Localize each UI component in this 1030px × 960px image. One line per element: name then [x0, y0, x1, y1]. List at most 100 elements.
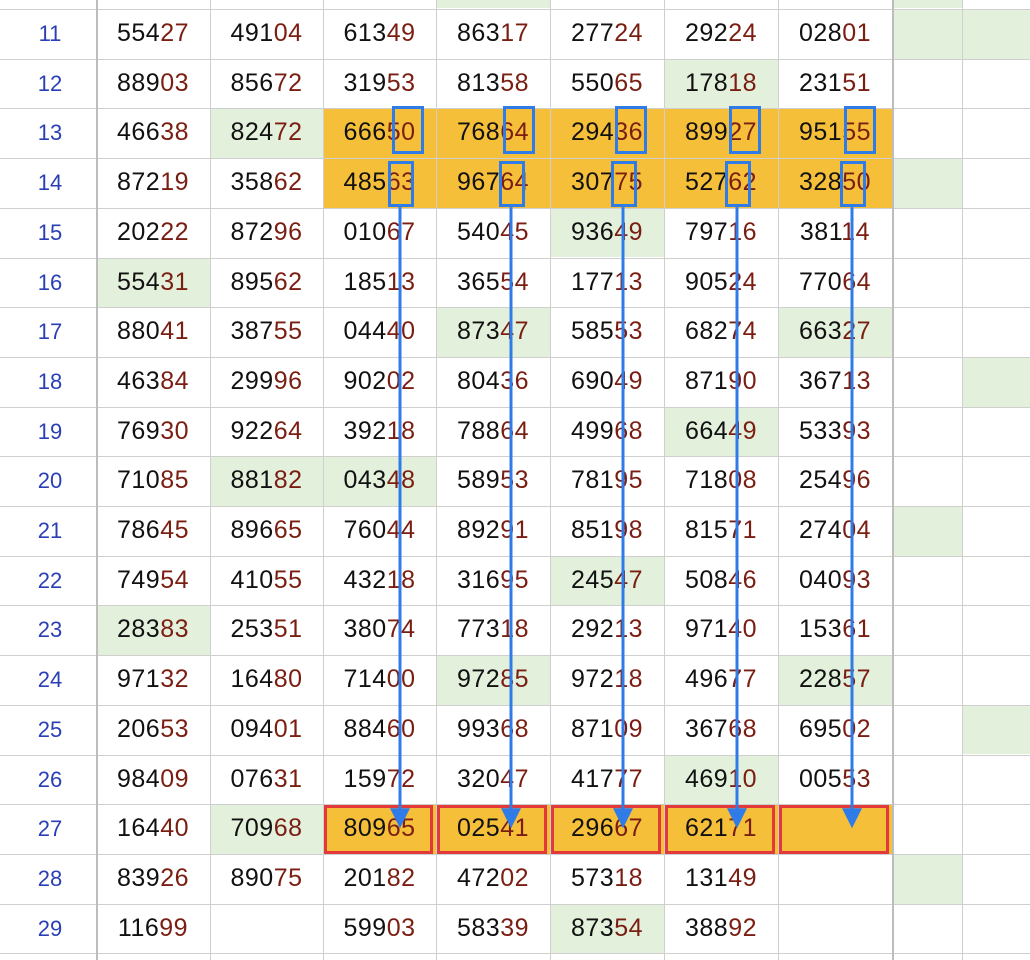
tail-digits: 67 — [386, 217, 416, 246]
tail-digits: 84 — [160, 366, 190, 395]
head-digits: 550 — [570, 68, 615, 97]
column-divider — [210, 0, 211, 960]
head-digits: 889 — [116, 68, 161, 97]
row-number: 21 — [37, 518, 63, 543]
highlight-cell — [437, 0, 550, 8]
head-digits: 094 — [230, 714, 274, 743]
head-digits: 554 — [116, 19, 161, 47]
number-cell: 68274 — [664, 307, 778, 356]
number-cell: 04093 — [778, 556, 892, 605]
number-cell: 78195 — [550, 456, 664, 505]
tail-digits: 96 — [273, 366, 303, 395]
head-digits: 010 — [343, 217, 387, 246]
number-cell: 78645 — [96, 506, 210, 555]
number-cell: 39218 — [323, 407, 436, 456]
highlight-cell — [893, 0, 962, 8]
gold-cell — [324, 159, 436, 208]
number-cell: 99368 — [436, 705, 550, 754]
head-digits: 177 — [570, 267, 615, 296]
tail-digits: 02 — [386, 366, 416, 395]
number-cell: 25351 — [210, 605, 323, 654]
number-cell: 49677 — [664, 655, 778, 704]
head-digits: 573 — [570, 863, 615, 892]
number-cell: 89075 — [210, 854, 323, 903]
tail-digits: 00 — [386, 665, 416, 694]
tail-digits: 53 — [386, 68, 416, 97]
head-digits: 809 — [343, 814, 387, 843]
row-number: 12 — [37, 70, 63, 96]
highlight-cell — [211, 109, 323, 159]
number-cell: 85672 — [210, 59, 323, 108]
number-cell: 49104 — [210, 9, 323, 58]
digit-marker — [611, 161, 637, 208]
head-digits: 714 — [343, 665, 387, 694]
tail-digits: 53 — [842, 764, 872, 793]
row-divider — [0, 556, 1030, 557]
tail-digits: 82 — [386, 863, 416, 892]
number-cell: 04348 — [323, 456, 436, 505]
number-cell: 86317 — [436, 9, 550, 58]
row-number: 11 — [38, 21, 62, 46]
head-digits: 131 — [684, 863, 729, 892]
tail-digits: 64 — [842, 267, 872, 296]
head-digits: 231 — [798, 68, 843, 97]
row-number: 14 — [37, 170, 63, 196]
number-cell: 13149 — [664, 854, 778, 903]
number-cell: 71400 — [323, 655, 436, 704]
number-cell: 11699 — [96, 904, 210, 953]
column-divider — [96, 0, 98, 960]
tail-digits: 53 — [500, 466, 530, 495]
head-digits: 367 — [684, 714, 729, 743]
gold-cell — [551, 805, 664, 854]
head-digits: 044 — [343, 317, 387, 346]
tail-digits: 01 — [842, 19, 872, 47]
tail-digits: 61 — [842, 615, 872, 644]
head-digits: 185 — [343, 267, 387, 296]
number-cell: 47202 — [436, 854, 550, 903]
number-cell: 87296 — [210, 208, 323, 257]
tail-digits: 49 — [728, 416, 758, 445]
head-digits: 663 — [798, 317, 843, 346]
head-digits: 043 — [343, 466, 387, 495]
number-cell: 50846 — [664, 556, 778, 605]
number-cell: 16440 — [96, 804, 210, 853]
head-digits: 664 — [684, 416, 729, 445]
gold-cell — [551, 159, 664, 208]
head-digits: 922 — [230, 416, 274, 445]
head-digits: 967 — [456, 168, 501, 197]
head-digits: 972 — [456, 665, 501, 694]
tail-digits: 82 — [273, 466, 303, 495]
head-digits: 884 — [343, 714, 387, 743]
head-digits: 294 — [570, 118, 615, 147]
highlight-cell — [97, 258, 210, 308]
column-divider — [892, 0, 894, 960]
highlight-cell — [665, 407, 778, 457]
number-cell: 46384 — [96, 357, 210, 406]
number-cell: 29224 — [664, 9, 778, 58]
head-digits: 880 — [116, 317, 161, 346]
digit-marker — [392, 106, 424, 155]
tail-digits: 55 — [273, 317, 303, 346]
head-digits: 466 — [116, 118, 161, 147]
number-cell: 55065 — [550, 59, 664, 108]
row-number: 18 — [37, 368, 63, 394]
gold-cell — [324, 805, 436, 854]
highlight-cell — [97, 606, 210, 656]
row-divider — [0, 307, 1030, 308]
tail-digits: 31 — [160, 267, 190, 296]
number-cell: 57318 — [550, 854, 664, 903]
number-cell: 87190 — [664, 357, 778, 406]
head-digits: 206 — [116, 714, 161, 743]
tail-digits: 47 — [500, 317, 530, 346]
row-number: 26 — [37, 766, 63, 792]
tail-digits: 99 — [159, 913, 189, 942]
tail-digits: 01 — [273, 714, 303, 743]
tail-digits: 64 — [500, 416, 530, 445]
number-cell: 46910 — [664, 755, 778, 804]
head-digits: 788 — [456, 416, 501, 445]
digit-marker — [615, 106, 647, 155]
gold-cell — [779, 805, 892, 854]
tail-digits: 54 — [614, 913, 644, 942]
column-divider — [664, 0, 665, 960]
digit-marker — [388, 161, 414, 208]
